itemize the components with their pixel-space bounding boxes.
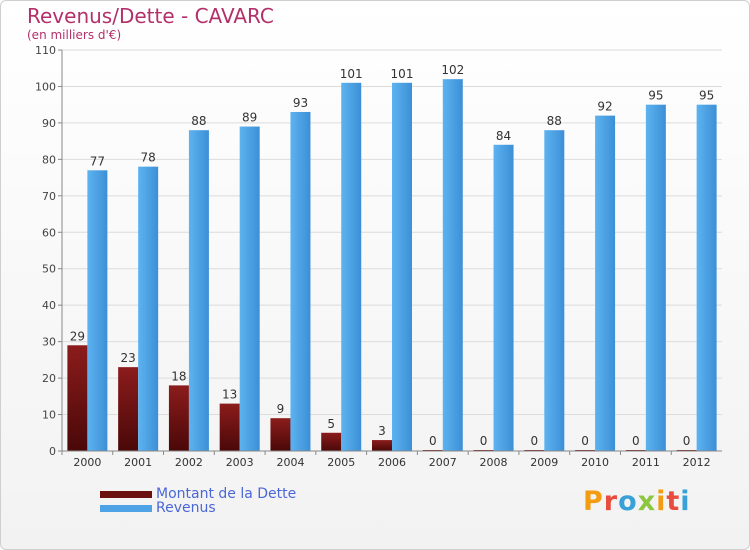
chart-subtitle: (en milliers d'€): [27, 28, 122, 42]
value-label-revenus: 89: [242, 111, 257, 125]
bar-revenus: [392, 82, 412, 452]
x-tick-label: 2010: [581, 456, 609, 469]
logo-letter: i: [680, 486, 691, 517]
y-tick-label: 70: [42, 190, 56, 203]
value-label-revenus: 102: [441, 63, 464, 77]
bar-dette: [372, 440, 392, 451]
y-tick-label: 30: [42, 336, 56, 349]
y-tick-label: 10: [42, 409, 56, 422]
value-label-revenus: 95: [699, 89, 714, 103]
value-label-dette: 0: [683, 434, 691, 448]
legend-swatch-revenus: [100, 505, 152, 512]
logo-letter: o: [618, 486, 638, 517]
logo-letter: P: [583, 486, 604, 517]
bar-revenus: [341, 82, 362, 452]
y-tick-label: 20: [42, 372, 56, 385]
logo-letter: i: [656, 486, 667, 517]
x-tick-label: 2009: [530, 456, 558, 469]
value-label-dette: 0: [530, 434, 538, 448]
value-label-revenus: 77: [90, 154, 105, 168]
x-tick-label: 2000: [73, 456, 101, 469]
bar-dette: [219, 403, 240, 451]
value-label-dette: 3: [378, 424, 386, 438]
bar-revenus: [696, 104, 717, 451]
logo-letter: r: [603, 486, 619, 517]
value-label-dette: 9: [277, 402, 285, 416]
value-label-dette: 13: [222, 388, 237, 402]
x-tick-label: 2003: [226, 456, 254, 469]
bar-revenus: [645, 104, 666, 451]
y-tick-label: 50: [42, 263, 56, 276]
value-label-revenus: 95: [648, 89, 663, 103]
y-tick-label: 40: [42, 299, 56, 312]
y-tick-label: 110: [35, 44, 56, 57]
x-tick-label: 2006: [378, 456, 406, 469]
value-label-revenus: 88: [191, 114, 206, 128]
value-label-revenus: 101: [340, 67, 363, 81]
logo-letter: t: [666, 486, 681, 517]
bar-revenus: [442, 79, 463, 451]
x-tick-label: 2004: [276, 456, 304, 469]
value-label-dette: 0: [632, 434, 640, 448]
bar-revenus: [544, 130, 565, 451]
legend-label-dette: Montant de la Dette: [156, 486, 297, 502]
x-tick-label: 2002: [175, 456, 203, 469]
bar-dette: [168, 385, 189, 451]
proxiti-logo: Proxiti: [583, 486, 691, 517]
x-tick-label: 2008: [480, 456, 508, 469]
value-label-revenus: 78: [141, 151, 156, 165]
value-label-revenus: 93: [293, 96, 308, 110]
x-tick-label: 2012: [683, 456, 711, 469]
bar-revenus: [595, 115, 616, 452]
bar-dette: [67, 345, 88, 451]
value-label-dette: 18: [171, 369, 186, 383]
bar-revenus: [138, 166, 159, 451]
chart-title: Revenus/Dette - CAVARC: [27, 4, 274, 28]
y-tick-label: 90: [42, 117, 56, 130]
value-label-revenus: 84: [496, 129, 511, 143]
y-tick-label: 100: [35, 80, 56, 93]
value-label-revenus: 88: [547, 114, 562, 128]
value-label-revenus: 92: [597, 100, 612, 114]
value-label-dette: 0: [581, 434, 589, 448]
bar-revenus: [493, 144, 514, 452]
y-tick-label: 0: [49, 445, 56, 458]
bar-revenus: [188, 130, 209, 451]
x-tick-label: 2011: [632, 456, 660, 469]
value-label-dette: 5: [327, 417, 335, 431]
y-tick-label: 80: [42, 153, 56, 166]
bar-dette: [270, 418, 291, 451]
value-label-dette: 29: [70, 329, 85, 343]
value-label-revenus: 101: [391, 67, 414, 81]
bar-revenus: [239, 126, 260, 452]
legend-swatch-dette: [100, 491, 152, 498]
y-tick-label: 60: [42, 226, 56, 239]
bar-revenus: [290, 111, 311, 452]
value-label-dette: 0: [480, 434, 488, 448]
legend-label-revenus: Revenus: [156, 500, 216, 516]
logo-letter: x: [637, 486, 657, 517]
x-tick-label: 2007: [429, 456, 457, 469]
bar-dette: [321, 432, 342, 451]
x-tick-label: 2001: [124, 456, 152, 469]
bar-dette: [118, 367, 139, 451]
bar-revenus: [87, 170, 108, 452]
x-tick-label: 2005: [327, 456, 355, 469]
value-label-dette: 0: [429, 434, 437, 448]
value-label-dette: 23: [121, 351, 136, 365]
